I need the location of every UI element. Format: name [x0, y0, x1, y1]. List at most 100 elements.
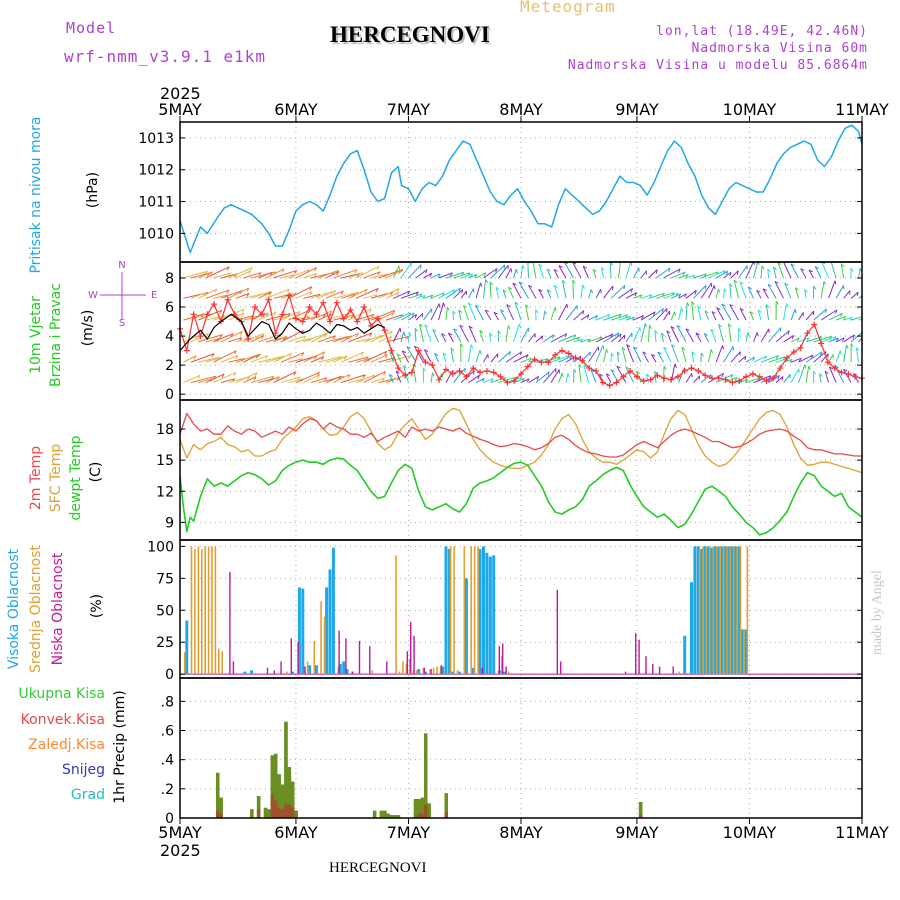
wind-barb-head — [546, 289, 551, 293]
sfc-temp-ylabel: SFC Temp — [48, 444, 64, 513]
wind-barb-head — [325, 332, 329, 337]
wind-barb — [708, 270, 726, 279]
precip-mixed-bar — [284, 721, 288, 819]
wind-barb — [389, 352, 394, 363]
wind-barb — [514, 301, 522, 321]
wind-barb — [808, 269, 815, 279]
wind-barb — [633, 346, 642, 363]
wind-barb-head — [332, 290, 337, 295]
wind-barb-head — [808, 269, 813, 273]
cloud-high-bar — [243, 671, 247, 675]
wind-barb — [325, 375, 342, 384]
wind-marker — [845, 370, 852, 377]
wind-barb-head — [644, 323, 648, 328]
y-tick-label: 1010 — [138, 226, 174, 242]
y-tick-label: .6 — [161, 724, 174, 740]
wind-barb-head — [552, 334, 555, 339]
wind-barb-head — [303, 335, 307, 340]
wind-barb-head — [346, 312, 350, 317]
wind-barb — [666, 330, 672, 343]
wind-barb — [600, 267, 605, 279]
wind-barb-head — [458, 287, 461, 292]
wind-barb-head — [713, 285, 716, 290]
wind-barb-head — [397, 270, 401, 275]
precip-conv-bar — [219, 813, 223, 818]
wind-barb — [370, 273, 388, 279]
wind-barb — [205, 289, 230, 299]
wind-barb-head — [425, 269, 428, 274]
cloud-mid-ylabel: Srednja Oblacnost — [28, 545, 44, 673]
wind-barb — [333, 355, 347, 363]
wind-marker — [538, 359, 545, 366]
cloud-high-bar — [444, 546, 448, 675]
wind-barb-head — [729, 272, 732, 277]
wind-barb-head — [241, 312, 245, 317]
x-tick-label-top: 10MAY — [723, 100, 777, 119]
x-tick-label-top: 6MAY — [274, 100, 318, 119]
wind-barb-head — [239, 331, 243, 336]
wind-barb-head — [434, 352, 439, 356]
wind-marker — [838, 369, 845, 376]
wind-barb-head — [489, 281, 493, 286]
wind-barb-head — [639, 294, 643, 299]
wind-barb — [442, 352, 447, 363]
wind-barb-head — [578, 364, 582, 368]
wind-barb — [385, 314, 403, 321]
wind-marker — [681, 367, 688, 374]
wind-barb-head — [798, 357, 802, 362]
wind-marker — [729, 379, 736, 386]
wind-barb-head — [354, 269, 358, 274]
wind-barb-head — [449, 272, 453, 277]
wind-barb — [482, 279, 487, 299]
wind-barb-head — [678, 293, 682, 298]
wind-barb — [265, 288, 290, 299]
wind-barb — [198, 357, 219, 363]
wind-barb-head — [590, 289, 593, 294]
wind-barb — [430, 303, 440, 321]
wind-barb-head — [389, 330, 393, 335]
cloud-mid-bar — [197, 546, 200, 675]
wind-barb — [400, 262, 412, 279]
wind-barb — [310, 356, 324, 363]
wind-barb-head — [804, 289, 808, 293]
wind-barb — [783, 374, 791, 383]
cloud-low-bar — [386, 661, 388, 675]
wind-barb — [625, 332, 633, 343]
wind-barb-head — [704, 333, 709, 336]
wind-barb — [228, 287, 250, 299]
wind-barb — [695, 332, 702, 343]
wind-barb-head — [587, 338, 591, 343]
wind-barb — [462, 305, 469, 321]
wind-marker — [572, 354, 579, 361]
wind-barb — [784, 282, 792, 299]
precip-mixed-bar — [291, 781, 295, 818]
wind-barb-head — [384, 354, 388, 359]
wind-barb-head — [269, 271, 273, 276]
wind-barb-head — [806, 337, 810, 342]
wind-barb — [618, 315, 631, 321]
wind-marker — [252, 304, 259, 311]
wind-barb — [691, 351, 695, 363]
wind-barb-head — [235, 355, 239, 360]
cloud-mid-bar — [409, 658, 411, 675]
wind-barb — [458, 309, 462, 321]
wind-barb-head — [246, 376, 251, 381]
wind-barb — [715, 288, 719, 299]
wind-marker — [245, 335, 252, 342]
wind-barb-head — [677, 268, 681, 273]
wind-barb — [333, 336, 349, 343]
wind-barb-head — [686, 302, 690, 307]
wind-barb-head — [739, 281, 744, 285]
wind-barb-head — [625, 366, 630, 370]
wind-barb-head — [813, 285, 817, 290]
wind-barb — [782, 262, 792, 279]
y-tick-label: 50 — [156, 603, 174, 619]
wind-marker — [183, 347, 190, 354]
x-tick-label-bottom: 6MAY — [274, 823, 318, 842]
x-tick-label-bottom: 7MAY — [387, 823, 431, 842]
cloud-mid-bar — [320, 601, 322, 675]
wind-barb-head — [819, 373, 823, 377]
wind-barb-head — [226, 266, 230, 271]
wind-barb — [828, 366, 837, 383]
